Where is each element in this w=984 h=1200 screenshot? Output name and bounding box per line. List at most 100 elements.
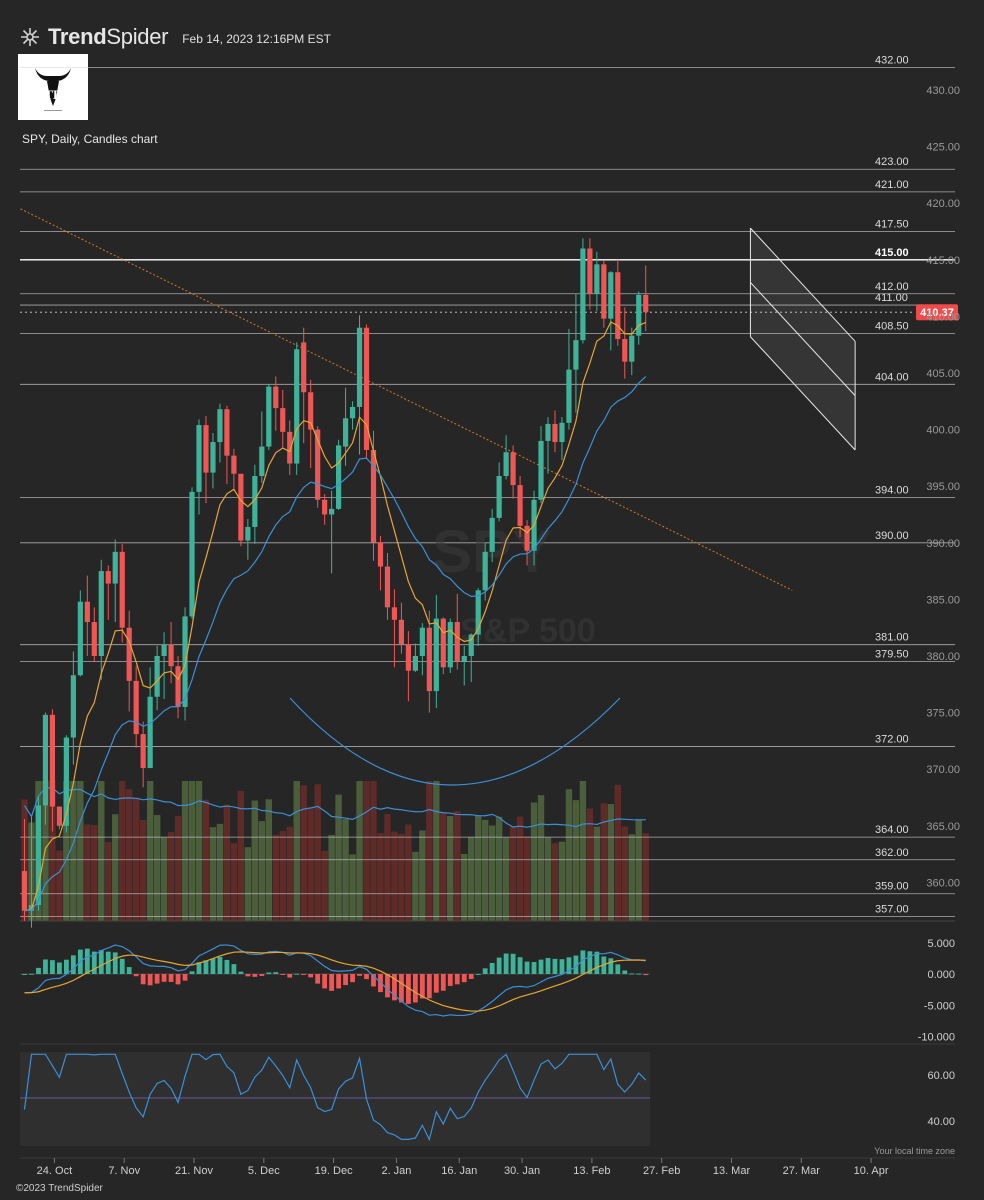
- price-tick-label: 420.00: [926, 198, 960, 210]
- candle-body: [238, 473, 244, 541]
- price-tick-label: 410.00: [926, 311, 960, 323]
- volume-bar: [188, 781, 196, 921]
- volume-bar: [251, 800, 259, 921]
- macd-panel: 5.000 0.000 -5.000 -10.000: [20, 938, 955, 1045]
- bull-logo-icon: TB: [18, 54, 88, 120]
- volume-bar: [614, 784, 621, 921]
- candle: [503, 435, 509, 480]
- candle: [545, 417, 551, 474]
- candle: [559, 417, 565, 461]
- candle-body: [412, 656, 418, 671]
- volume-bar: [105, 842, 112, 921]
- volume-bar: [642, 833, 649, 921]
- candle-body: [133, 680, 139, 735]
- candle: [147, 667, 153, 769]
- candle-body: [496, 476, 502, 518]
- volume-bar: [621, 826, 628, 921]
- volume-bar: [558, 841, 566, 921]
- candle: [70, 651, 76, 765]
- rsi-tick-label: 60.00: [927, 1070, 955, 1082]
- candle-body: [370, 449, 377, 543]
- candle-body: [182, 616, 188, 707]
- volume-bar: [314, 784, 321, 921]
- candle-body: [154, 656, 160, 697]
- candle-body: [105, 571, 111, 584]
- macd-histogram-bar: [231, 964, 237, 974]
- price-tick-label: 400.00: [926, 425, 960, 437]
- macd-histogram-bar: [608, 958, 614, 974]
- candle: [126, 610, 132, 712]
- macd-histogram-bar: [322, 974, 328, 989]
- macd-histogram-bar: [189, 971, 195, 974]
- macd-histogram-bar: [538, 959, 544, 974]
- candle-body: [573, 340, 579, 370]
- candle: [384, 552, 391, 620]
- volume-bar: [174, 816, 182, 921]
- macd-histogram-bar: [112, 952, 118, 974]
- macd-histogram-bar: [580, 950, 586, 974]
- candle-body: [629, 335, 635, 362]
- volume-bar: [300, 785, 307, 921]
- volume-bar: [349, 854, 356, 921]
- level-label: 411.00: [875, 292, 908, 304]
- time-axis: 24. Oct 7. Nov 21. Nov 5. Dec 19. Dec 2. Jan 1…: [37, 1158, 889, 1177]
- candle-body: [98, 571, 104, 656]
- macd-histogram-bar: [63, 959, 69, 974]
- candle-body: [566, 369, 572, 423]
- candle: [398, 602, 405, 654]
- macd-histogram-bar: [91, 951, 97, 974]
- candle-body: [77, 601, 83, 676]
- chart-title: SPY, Daily, Candles chart: [22, 132, 158, 146]
- time-tick-label: 2. Jan: [381, 1165, 411, 1177]
- candle: [175, 656, 181, 719]
- brand-name: TrendSpider: [48, 24, 169, 49]
- macd-histogram-bar: [301, 974, 307, 975]
- time-tick-label: 24. Oct: [37, 1165, 72, 1177]
- trend-line: [20, 208, 793, 591]
- volume-bar: [139, 820, 147, 921]
- macd-histogram-bar: [643, 974, 649, 976]
- price-tick-label: 370.00: [926, 764, 960, 776]
- macd-histogram-bar: [454, 974, 460, 985]
- candle-body: [161, 644, 167, 656]
- candle-body: [175, 666, 181, 707]
- time-tick-label: 30. Jan: [504, 1165, 540, 1177]
- trendspider-logo-icon: [21, 28, 39, 46]
- macd-histogram-bar: [426, 974, 432, 999]
- level-label: 357.00: [875, 903, 909, 915]
- candle-body: [454, 622, 460, 662]
- macd-histogram-bar: [252, 974, 258, 977]
- level-label: 390.00: [875, 530, 909, 542]
- macd-histogram-bar: [84, 948, 90, 974]
- macd-histogram-bar: [503, 953, 509, 974]
- macd-histogram-bar: [217, 956, 223, 974]
- volume-bar: [426, 781, 433, 921]
- volume-bar: [237, 790, 245, 921]
- macd-histogram-bar: [154, 974, 160, 984]
- svg-text:TB: TB: [44, 87, 62, 102]
- volume-bar: [593, 826, 601, 921]
- volume-bar: [551, 843, 559, 921]
- macd-histogram-bar: [245, 974, 251, 977]
- volume-bar: [405, 824, 412, 921]
- volume-bar: [56, 850, 63, 921]
- volume-bar: [153, 815, 161, 921]
- macd-histogram-bar: [161, 974, 167, 982]
- volume-bar: [84, 824, 91, 921]
- macd-histogram-bar: [399, 974, 404, 1003]
- macd-histogram-bar: [461, 974, 467, 983]
- volume-bar: [433, 781, 440, 921]
- time-tick-label: 10. Apr: [854, 1165, 889, 1177]
- candle: [329, 490, 335, 574]
- candle-body: [189, 491, 195, 617]
- candle: [524, 520, 530, 566]
- macd-histogram-bar: [266, 972, 272, 974]
- candle: [63, 735, 69, 833]
- volume-bar: [370, 781, 377, 921]
- macd-histogram-bar: [406, 974, 411, 1004]
- macd-histogram-bar: [385, 974, 390, 998]
- volume-bar: [523, 836, 531, 921]
- candle-body: [461, 656, 467, 662]
- macd-histogram-bar: [531, 962, 537, 974]
